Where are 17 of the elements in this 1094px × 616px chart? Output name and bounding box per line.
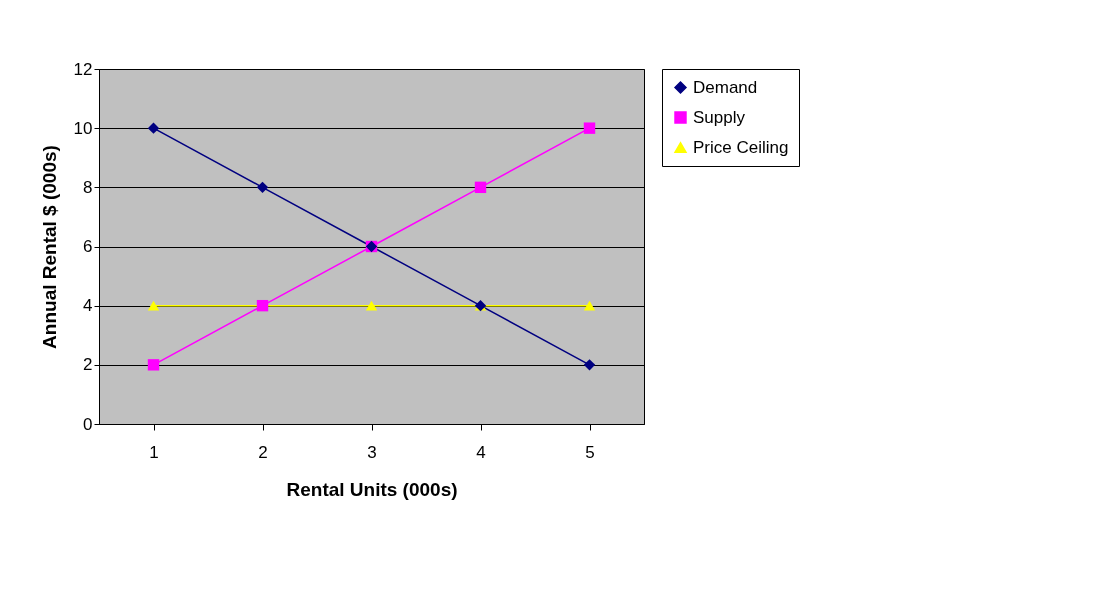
x-tick-label: 4	[476, 442, 486, 462]
x-tick-label: 1	[149, 442, 159, 462]
legend-label: Demand	[693, 77, 758, 97]
y-tick-label: 0	[83, 414, 93, 434]
x-tick-label: 2	[258, 442, 268, 462]
legend-label: Supply	[693, 107, 746, 127]
x-tick-label: 5	[585, 442, 595, 462]
y-tick-label: 4	[83, 296, 93, 316]
legend-label: Price Ceiling	[693, 137, 789, 157]
x-tick-label: 3	[367, 442, 377, 462]
y-axis-title: Annual Rental $ (000s)	[38, 145, 60, 349]
y-tick-label: 6	[83, 237, 93, 256]
x-axis-title: Rental Units (000s)	[286, 478, 458, 500]
y-tick-label: 2	[83, 355, 93, 375]
y-tick-label: 10	[73, 118, 93, 138]
y-tick-label: 8	[83, 177, 93, 197]
y-tick-label: 12	[73, 59, 93, 79]
